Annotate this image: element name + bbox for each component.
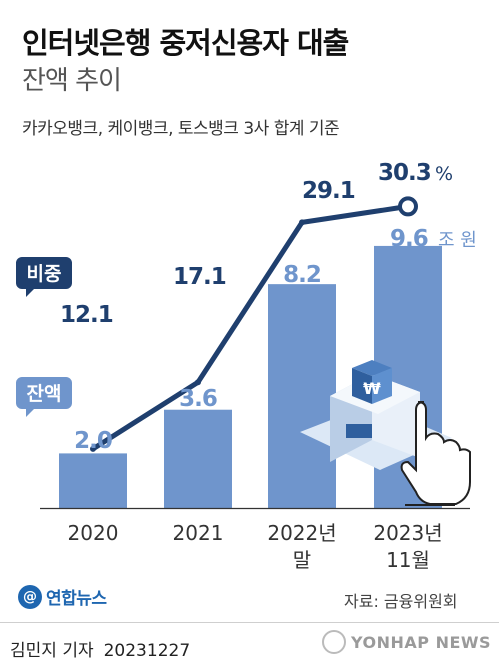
line-value-label-2020: 12.1 xyxy=(60,302,113,328)
chart-subtitle: 잔액 추이 xyxy=(22,66,122,96)
reporter-name: 김민지 기자 xyxy=(10,641,94,661)
bar-unit-label: 조 원 xyxy=(438,230,477,251)
x-tick-label-2020: 2020 xyxy=(68,521,119,545)
pointer-hand-icon xyxy=(400,401,471,505)
yonhap-logo: @ 연합뉴스 xyxy=(18,584,107,609)
line-point-2022년 말 xyxy=(299,219,305,226)
won-symbol-icon: ₩ xyxy=(363,379,381,398)
line-point-2021 xyxy=(195,379,201,386)
bar-2022년 말 xyxy=(268,284,336,508)
won-sign-left xyxy=(352,368,372,404)
x-tick-label-2022년 말-line2: 말 xyxy=(293,548,311,572)
yonhap-logo-icon: @ xyxy=(18,584,42,609)
legend-callout-share xyxy=(16,257,72,297)
bar-value-label-2020: 2.0 xyxy=(74,428,112,454)
line-unit-label: % xyxy=(435,163,453,185)
x-tick-label-2023년 11월-line2: 11월 xyxy=(386,548,430,572)
watermark: YONHAP NEWS xyxy=(322,630,491,654)
legend-callout-balance xyxy=(16,377,72,417)
bar-value-label-2021: 3.6 xyxy=(179,386,217,412)
line-value-label-2022년 말: 29.1 xyxy=(302,178,355,204)
x-tick-label-2023년 11월: 2023년 xyxy=(373,521,442,545)
bar-value-label-2022년 말: 8.2 xyxy=(283,262,321,288)
x-tick-label-2021: 2021 xyxy=(173,521,224,545)
watermark-icon xyxy=(322,630,346,654)
legend-label-share: 비중 xyxy=(27,263,62,285)
line-point-2020 xyxy=(90,445,96,452)
bank-sign xyxy=(346,424,372,438)
footer-divider xyxy=(0,622,499,623)
won-sign-right xyxy=(372,368,392,404)
bar-2021 xyxy=(164,409,232,508)
bar-2020 xyxy=(59,453,127,508)
x-tick-label-2022년 말: 2022년 xyxy=(267,521,336,545)
line-share-ratio xyxy=(90,203,411,452)
line-value-label-2021: 17.1 xyxy=(173,264,226,290)
chart-title: 인터넷은행 중저신용자 대출 xyxy=(22,26,349,60)
publish-date: 20231227 xyxy=(103,641,191,661)
chart-note: 카카오뱅크, 케이뱅크, 토스뱅크 3사 합계 기준 xyxy=(22,119,340,139)
line-value-label-2023년 11월: 30.3 xyxy=(378,160,431,186)
line-point-2023년 11월 xyxy=(398,196,418,217)
data-source: 자료: 금융위원회 xyxy=(344,592,458,611)
agency-name: 연합뉴스 xyxy=(46,589,107,609)
watermark-text: YONHAP NEWS xyxy=(351,632,492,652)
legend-label-balance: 잔액 xyxy=(27,383,62,405)
bar-value-label-2023년 11월: 9.6 xyxy=(390,226,428,252)
byline: 김민지 기자 20231227 xyxy=(10,636,190,661)
